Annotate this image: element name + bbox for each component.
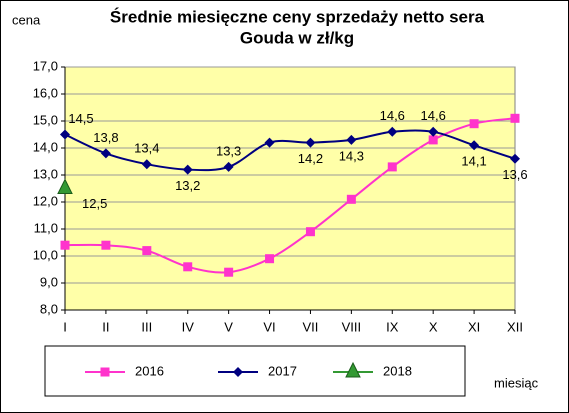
x-axis-label: miesiąc xyxy=(494,375,539,390)
data-label: 12,5 xyxy=(82,196,107,211)
x-tick-label: XII xyxy=(507,319,523,334)
legend-label: 2017 xyxy=(268,363,297,378)
marker xyxy=(100,367,110,377)
data-label: 13,4 xyxy=(134,141,159,156)
marker xyxy=(428,126,439,137)
x-tick-label: IV xyxy=(182,319,195,334)
legend-label: 2018 xyxy=(383,363,412,378)
data-label: 13,8 xyxy=(93,130,118,145)
x-tick-label: III xyxy=(141,319,152,334)
y-tick-label: 8,0 xyxy=(40,301,58,316)
marker xyxy=(305,227,315,237)
marker xyxy=(100,148,111,159)
marker xyxy=(510,113,520,123)
x-tick-label: I xyxy=(63,319,67,334)
marker xyxy=(510,153,520,164)
marker xyxy=(224,267,234,277)
marker xyxy=(428,135,438,145)
x-tick-label: XI xyxy=(468,319,480,334)
y-tick-label: 14,0 xyxy=(33,139,58,154)
y-tick-label: 10,0 xyxy=(33,247,58,262)
data-label: 14,3 xyxy=(339,148,364,163)
data-label: 13,3 xyxy=(216,143,241,158)
y-tick-label: 11,0 xyxy=(34,220,58,235)
data-label: 13,2 xyxy=(175,178,200,193)
x-tick-label: X xyxy=(429,319,438,334)
marker xyxy=(305,137,316,148)
chart-title: Średnie miesięczne ceny sprzedaży netto … xyxy=(110,7,485,26)
marker xyxy=(469,119,479,129)
x-tick-label: VI xyxy=(263,319,275,334)
data-label: 14,6 xyxy=(380,108,405,123)
marker xyxy=(57,178,73,194)
marker xyxy=(345,361,361,378)
chart-title: Gouda w zł/kg xyxy=(240,28,354,47)
marker xyxy=(101,240,111,250)
marker xyxy=(223,161,234,172)
marker xyxy=(233,367,243,377)
y-tick-label: 9,0 xyxy=(40,274,58,289)
marker xyxy=(183,262,193,272)
x-tick-label: VIII xyxy=(342,319,362,334)
marker xyxy=(469,140,480,151)
marker xyxy=(182,164,193,175)
marker xyxy=(346,194,356,204)
y-tick-label: 16,0 xyxy=(33,85,58,100)
data-label: 14,5 xyxy=(68,111,93,126)
y-tick-label: 17,0 xyxy=(33,58,58,73)
y-tick-label: 13,0 xyxy=(33,166,58,181)
legend-label: 2016 xyxy=(135,363,164,378)
plot-area xyxy=(64,66,516,311)
data-label: 13,6 xyxy=(502,167,527,182)
x-tick-label: IX xyxy=(386,319,399,334)
marker xyxy=(387,126,398,137)
data-label: 14,1 xyxy=(461,154,486,169)
marker xyxy=(265,254,275,264)
x-tick-label: II xyxy=(102,319,109,334)
x-tick-label: VII xyxy=(303,319,319,334)
marker xyxy=(141,159,152,170)
y-tick-label: 15,0 xyxy=(33,112,58,127)
marker xyxy=(264,137,275,148)
data-label: 14,6 xyxy=(421,108,446,123)
marker xyxy=(346,134,357,145)
y-tick-label: 12,0 xyxy=(33,193,58,208)
data-label: 14,2 xyxy=(298,151,323,166)
y-axis-label: cena xyxy=(12,12,41,27)
x-tick-label: V xyxy=(224,319,233,334)
marker xyxy=(142,246,152,256)
marker xyxy=(60,240,70,250)
marker xyxy=(387,162,397,172)
marker xyxy=(60,129,70,140)
